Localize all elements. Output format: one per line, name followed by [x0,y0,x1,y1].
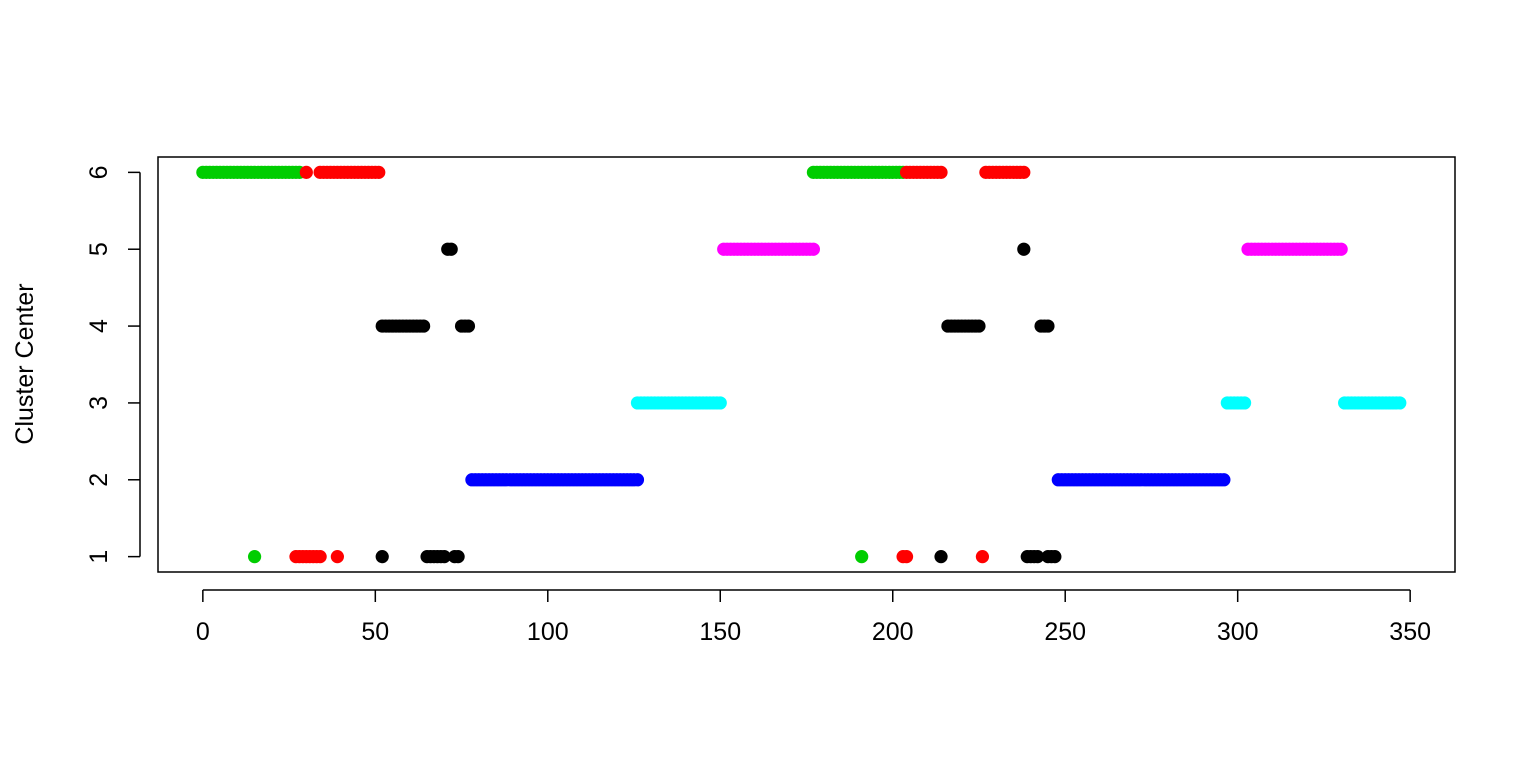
data-point [713,396,727,410]
data-points [196,165,1407,564]
y-axis: 1 2 3 4 5 6 [85,165,141,564]
data-point [451,550,465,564]
x-tick-label: 0 [196,618,210,646]
y-tick-label: 3 [85,396,113,410]
data-point [372,165,386,179]
data-point [855,550,869,564]
data-point [444,242,458,256]
data-point [1237,396,1252,410]
data-point [1334,242,1348,256]
data-point [630,473,645,487]
data-point [1017,242,1031,256]
y-tick-label: 4 [85,319,113,333]
data-point [1217,473,1231,487]
y-tick-label: 1 [85,550,113,564]
data-point [417,319,431,333]
data-point [1041,319,1055,333]
data-point [806,242,820,256]
data-point [975,550,990,564]
data-point [375,550,389,564]
data-point [1031,550,1045,564]
data-point [934,550,948,564]
data-point [934,165,948,179]
x-tick-label: 150 [699,618,741,646]
y-tick-label: 2 [85,473,113,487]
x-tick-label: 350 [1389,618,1431,646]
data-point [247,550,262,564]
x-axis: 0 50 100 150 200 250 300 350 [196,589,1431,646]
data-point [899,550,914,564]
data-point [972,319,986,333]
data-point [1048,550,1062,564]
y-tick-label: 5 [85,242,113,256]
x-tick-label: 50 [361,618,389,646]
data-point [461,319,476,333]
x-tick-label: 300 [1217,618,1259,646]
data-point [1393,396,1407,410]
x-tick-label: 200 [872,618,914,646]
data-point [330,550,344,564]
y-axis-title: Cluster Center [11,283,39,444]
data-point [299,165,313,179]
plot-frame [157,156,1456,573]
data-point [1017,165,1031,179]
data-point [313,550,327,564]
x-tick-label: 100 [527,618,569,646]
data-point [437,550,451,564]
y-tick-label: 6 [85,165,113,179]
x-tick-label: 250 [1044,618,1086,646]
